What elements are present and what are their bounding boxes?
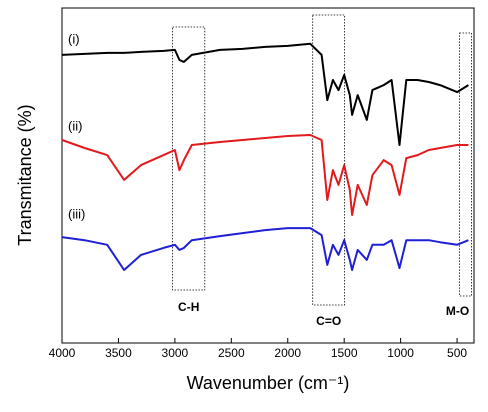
x-tick-label: 2000	[274, 346, 301, 360]
region-label: M-O	[446, 304, 469, 318]
region-box	[172, 26, 206, 291]
x-tick-label: 2500	[218, 346, 245, 360]
x-tick-label: 1000	[387, 346, 414, 360]
y-axis-label: Transmitance (%)	[15, 104, 35, 245]
series-label: (i)	[68, 31, 80, 46]
spectrum-line	[61, 134, 469, 216]
spectrum-line	[61, 227, 469, 271]
region-label: C-H	[178, 300, 199, 314]
series-label: (iii)	[68, 206, 85, 221]
x-axis-label: Wavenumber (cm⁻¹)	[187, 373, 350, 393]
x-tick-label: 4000	[49, 346, 76, 360]
region-box	[459, 32, 472, 297]
x-tick-label: 3000	[162, 346, 189, 360]
plot-frame	[61, 7, 475, 344]
x-tick-label: 3500	[105, 346, 132, 360]
region-label: C=O	[316, 314, 341, 328]
series-label: (ii)	[68, 118, 82, 133]
x-tick-label: 500	[447, 346, 467, 360]
region-box	[312, 14, 346, 306]
x-tick-label: 1500	[331, 346, 358, 360]
spectrum-line	[61, 42, 469, 146]
